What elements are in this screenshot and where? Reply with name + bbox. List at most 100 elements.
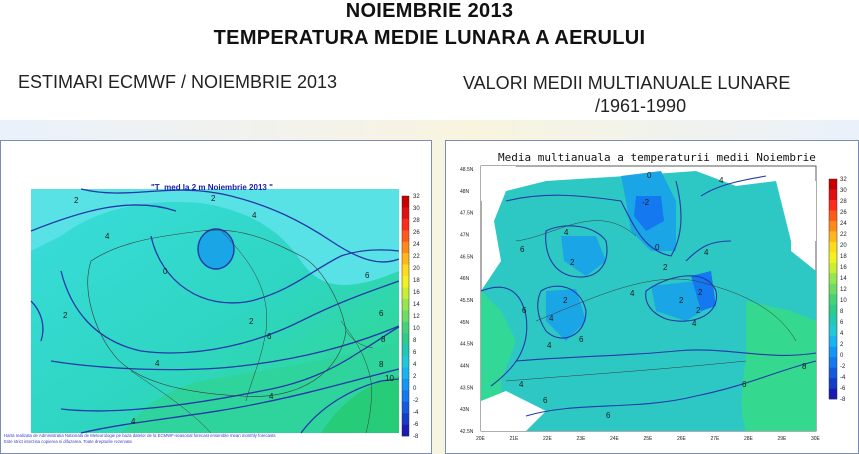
colorbar-swatch [829, 231, 837, 243]
colorbar-tick-label: -8 [840, 397, 846, 403]
contour-label: 0 [163, 267, 168, 276]
colorbar-swatch [402, 287, 409, 300]
contour-labels: 2 4 4 0 2 6 6 8 8 10 2 4 4 6 4 2 [63, 194, 394, 426]
colorbar-swatch [829, 336, 837, 347]
contour-label: 6 [520, 245, 525, 254]
colorbar-tick-label: 16 [840, 265, 847, 271]
colorbar-swatch [829, 252, 837, 264]
colorbar-tick-label: 14 [413, 302, 420, 308]
colorbar-swatch [402, 390, 409, 403]
longitude-tick-label: 29E [778, 436, 788, 442]
map-region-west [481, 291, 516, 431]
colorbar-tick-label: 22 [413, 254, 420, 260]
colorbar-swatch [829, 262, 837, 274]
contour-label: 4 [269, 392, 274, 401]
contour-line [685, 240, 732, 262]
colorbar-tick-label: 28 [840, 199, 847, 205]
contour-label: 2 [679, 296, 684, 305]
colorbar-tick-label: -6 [840, 386, 846, 392]
contour-line [537, 285, 587, 339]
colorbar-swatch [402, 356, 409, 368]
colorbar-tick-label: 32 [413, 194, 420, 200]
contour-label: 4 [719, 176, 724, 185]
colorbar-swatch [829, 346, 837, 358]
contour-label: 8 [381, 335, 386, 344]
colorbar-tick-label: 26 [413, 230, 420, 236]
contour-label: -2 [642, 198, 650, 207]
right-panel-heading: VALORI MEDII MULTIANUALE LUNARE /1961-19… [463, 72, 843, 118]
contour-label: 4 [105, 232, 110, 241]
contour-line [30, 204, 177, 232]
longitude-tick-label: 26E [677, 436, 687, 442]
contour-label: 2 [563, 296, 568, 305]
colorbar-swatch [402, 276, 409, 288]
colorbar-swatch [829, 315, 837, 326]
cold-area-core [634, 196, 664, 231]
latitude-tick-label: 44.5N [460, 342, 474, 348]
page-title: NOIEMBRIE 2013 [345, 0, 514, 22]
colorbar-tick-label: 12 [840, 287, 847, 293]
longitude-tick-label: 22E [543, 436, 553, 442]
colorbar-tick-label: 20 [840, 243, 847, 249]
colorbar-swatch [402, 333, 409, 345]
colorbar-tick-label: 8 [840, 309, 844, 315]
colorbar-swatch [402, 298, 409, 311]
climatology-map-title: Media multianuala a temperaturii medii N… [498, 151, 816, 164]
longitude-tick-label: 28E [744, 436, 754, 442]
contour-label: 0 [655, 243, 660, 252]
colorbar-tick-label: 12 [413, 314, 420, 320]
colorbar-tick-label: 10 [840, 298, 847, 304]
colorbar-swatch [402, 367, 409, 380]
longitude-tick-label: 21E [510, 436, 520, 442]
colorbar-swatch [829, 357, 837, 368]
colorbar-tick-label: 24 [840, 221, 847, 227]
ecmwf-map-title: "T_med la 2 m Noiembrie 2013 " [151, 183, 273, 192]
contour-label: 2 [74, 196, 79, 205]
contour-line [300, 378, 400, 434]
contour-line [525, 360, 817, 417]
contour-label: 4 [692, 319, 697, 328]
longitude-tick-label: 25E [644, 436, 654, 442]
colorbar-tick-label: -4 [413, 410, 419, 416]
longitude-tick-label: 27E [711, 436, 721, 442]
contour-label: 6 [365, 271, 370, 280]
contour-label: 2 [698, 288, 703, 297]
contour-label: 2 [696, 306, 701, 315]
colorbar-tick-label: -6 [413, 422, 419, 428]
colorbar-swatch [829, 367, 837, 379]
longitude-tick-label: 24E [610, 436, 620, 442]
contour-label: 2 [663, 263, 668, 272]
colorbar-tick-label: 4 [840, 331, 844, 337]
contour-label: 8 [379, 360, 384, 369]
contour-line [505, 180, 682, 257]
contour-label: 6 [543, 396, 548, 405]
colorbar-swatch [402, 310, 409, 323]
contour-labels: 0 -2 4 4 6 4 2 2 0 4 2 2 2 4 2 4 4 6 6 6… [519, 171, 807, 420]
colorbar-tick-label: 2 [413, 374, 417, 380]
right-heading-line2: /1961-1990 [595, 96, 687, 116]
colorbar-tick-label: 6 [840, 320, 844, 326]
latitude-tick-label: 46.5N [460, 254, 474, 260]
colorbar-tick-label: 2 [840, 342, 844, 348]
map-region-north [31, 189, 399, 285]
copyright-line1: Harta realizata de Administratia Nationa… [4, 433, 276, 438]
latitude-tick-label: 43N [460, 407, 470, 413]
border-line [130, 370, 212, 434]
cold-core-area [197, 228, 235, 270]
colorbar-tick-label: 14 [840, 276, 847, 282]
map-region-east [741, 301, 816, 431]
colorbar-tick-label: 20 [413, 266, 420, 272]
colorbar-tick-label: 0 [413, 386, 417, 392]
colorbar-swatch [402, 264, 409, 277]
colorbar-swatch [402, 241, 409, 254]
contour-line [80, 368, 400, 434]
colorbar-tick-label: 6 [413, 350, 417, 356]
outside-mask [481, 391, 546, 431]
colorbar-swatch [829, 283, 837, 295]
contour-label: 6 [606, 411, 611, 420]
contour-label: 4 [704, 248, 709, 257]
border-line [340, 320, 372, 434]
colorbar-frame [401, 195, 410, 437]
